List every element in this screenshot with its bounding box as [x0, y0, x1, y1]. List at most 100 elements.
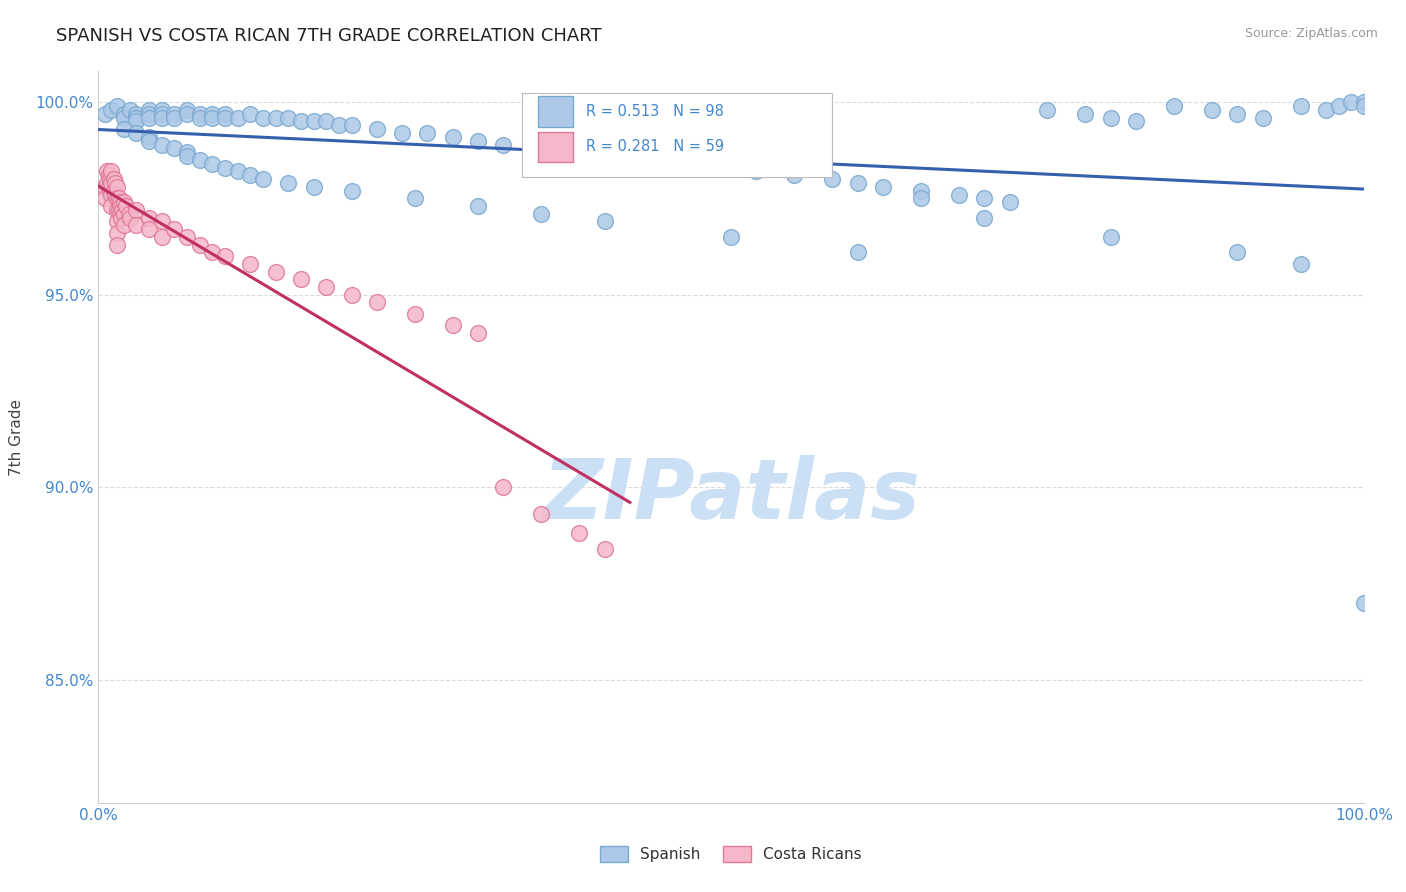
Point	[214, 249, 236, 263]
Point	[441, 318, 464, 333]
Point	[1353, 99, 1375, 113]
Point	[1226, 106, 1249, 120]
Text: R = 0.513   N = 98: R = 0.513 N = 98	[585, 104, 724, 120]
Point	[1074, 106, 1097, 120]
Point	[657, 153, 679, 167]
Point	[1340, 95, 1362, 110]
Point	[252, 111, 274, 125]
Point	[910, 184, 932, 198]
FancyBboxPatch shape	[537, 131, 574, 162]
Point	[110, 199, 132, 213]
Point	[100, 164, 122, 178]
Point	[96, 164, 118, 178]
Point	[107, 202, 129, 217]
Point	[277, 111, 299, 125]
Point	[302, 114, 325, 128]
Point	[138, 129, 160, 144]
Point	[93, 179, 117, 194]
Point	[100, 199, 122, 213]
Point	[277, 176, 299, 190]
Point	[107, 214, 129, 228]
Point	[568, 526, 591, 541]
FancyBboxPatch shape	[523, 94, 832, 178]
Point	[111, 202, 134, 217]
Point	[138, 211, 160, 225]
Point	[107, 202, 129, 217]
Point	[176, 106, 198, 120]
Point	[745, 164, 768, 178]
Point	[100, 176, 122, 190]
Point	[846, 176, 869, 190]
Point	[125, 111, 148, 125]
Point	[290, 272, 312, 286]
Text: Source: ZipAtlas.com: Source: ZipAtlas.com	[1244, 27, 1378, 40]
Point	[104, 187, 127, 202]
Point	[112, 122, 135, 136]
Point	[783, 169, 806, 183]
Point	[93, 191, 117, 205]
Point	[107, 226, 129, 240]
Point	[1327, 99, 1350, 113]
Point	[910, 191, 932, 205]
Text: SPANISH VS COSTA RICAN 7TH GRADE CORRELATION CHART: SPANISH VS COSTA RICAN 7TH GRADE CORRELA…	[56, 27, 602, 45]
Point	[568, 145, 591, 160]
Point	[1251, 111, 1274, 125]
Point	[391, 126, 413, 140]
Point	[593, 149, 616, 163]
Point	[239, 106, 262, 120]
Point	[315, 114, 337, 128]
Point	[239, 257, 262, 271]
Point	[530, 207, 553, 221]
Point	[112, 207, 135, 221]
Point	[107, 99, 129, 113]
Y-axis label: 7th Grade: 7th Grade	[10, 399, 24, 475]
Point	[120, 103, 141, 117]
Point	[150, 111, 173, 125]
Point	[107, 191, 129, 205]
Point	[720, 230, 742, 244]
Point	[125, 106, 148, 120]
Point	[107, 237, 129, 252]
Point	[163, 141, 186, 155]
Point	[163, 222, 186, 236]
Point	[1125, 114, 1147, 128]
Point	[1201, 103, 1223, 117]
Point	[366, 122, 388, 136]
Legend: Spanish, Costa Ricans: Spanish, Costa Ricans	[595, 840, 868, 868]
Point	[593, 214, 616, 228]
Text: R = 0.281   N = 59: R = 0.281 N = 59	[585, 139, 724, 154]
Point	[846, 245, 869, 260]
Point	[593, 541, 616, 556]
Point	[328, 118, 350, 132]
Point	[112, 106, 135, 120]
Point	[176, 103, 198, 117]
Point	[290, 114, 312, 128]
Point	[176, 145, 198, 160]
Point	[188, 106, 211, 120]
Point	[226, 164, 249, 178]
Point	[107, 191, 129, 205]
Point	[100, 103, 122, 117]
Point	[404, 191, 426, 205]
Point	[96, 176, 118, 190]
Point	[125, 126, 148, 140]
Point	[150, 137, 173, 152]
FancyBboxPatch shape	[537, 96, 574, 127]
Point	[1099, 230, 1122, 244]
Point	[1289, 99, 1312, 113]
Point	[201, 157, 224, 171]
Point	[138, 222, 160, 236]
Point	[201, 106, 224, 120]
Point	[467, 326, 489, 340]
Point	[97, 169, 120, 183]
Point	[188, 153, 211, 167]
Point	[1036, 103, 1059, 117]
Point	[110, 211, 132, 225]
Point	[100, 187, 122, 202]
Point	[176, 230, 198, 244]
Point	[998, 195, 1021, 210]
Point	[112, 219, 135, 233]
Point	[125, 114, 148, 128]
Point	[107, 179, 129, 194]
Point	[176, 149, 198, 163]
